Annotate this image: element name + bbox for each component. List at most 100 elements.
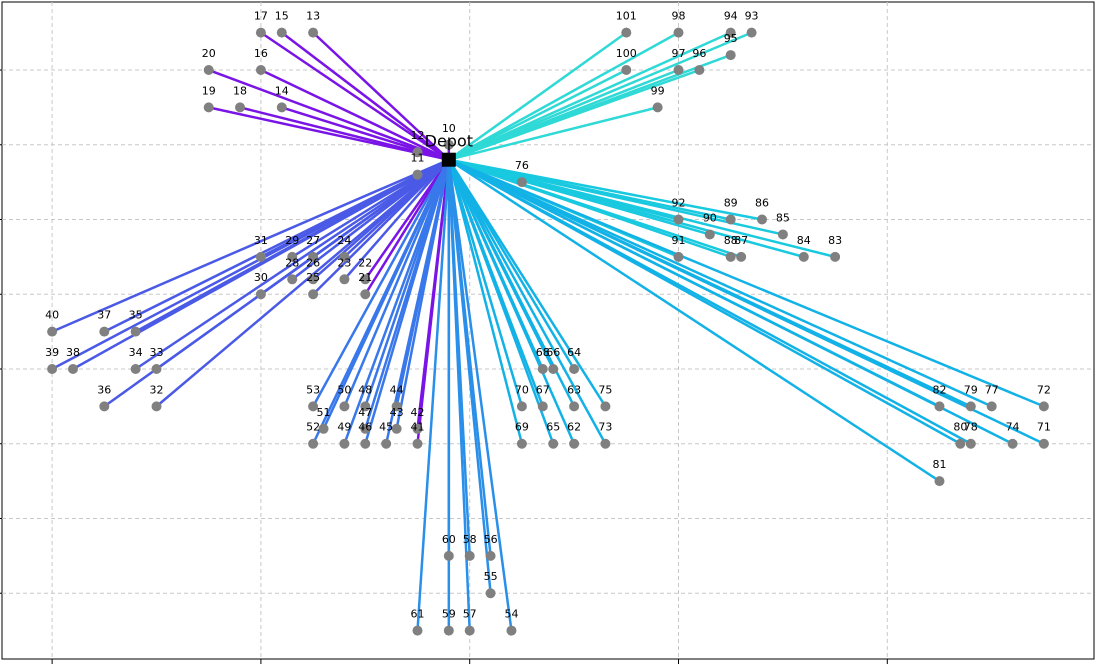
customer-node	[736, 251, 747, 262]
route-line	[448, 31, 753, 161]
customer-node	[537, 363, 548, 374]
route-line	[447, 159, 607, 408]
customer-node	[516, 438, 527, 449]
node-label: 60	[442, 533, 456, 546]
customer-node	[318, 423, 329, 434]
customer-node	[569, 401, 580, 412]
customer-node	[360, 401, 371, 412]
route-line	[51, 158, 450, 371]
node-label: 51	[317, 406, 331, 419]
node-label: 46	[358, 421, 372, 434]
node-label: 22	[358, 256, 372, 269]
node-label: 93	[745, 10, 759, 23]
route-line	[448, 158, 742, 259]
customer-node	[412, 147, 423, 158]
customer-node	[255, 27, 266, 38]
customer-node	[391, 401, 402, 412]
route-line	[447, 159, 555, 445]
route-line	[448, 158, 1045, 408]
customer-node	[694, 65, 705, 76]
customer-node	[673, 251, 684, 262]
node-label: 83	[828, 234, 842, 247]
customer-node	[1038, 401, 1049, 412]
route-line	[312, 158, 450, 296]
customer-node	[308, 27, 319, 38]
customer-node	[308, 289, 319, 300]
route-line	[448, 158, 993, 408]
route-line	[364, 159, 451, 445]
node-label: 13	[306, 10, 320, 23]
customer-node	[47, 326, 58, 337]
customer-node	[443, 550, 454, 561]
node-label: 47	[358, 406, 372, 419]
customer-node	[203, 65, 214, 76]
customer-node	[621, 27, 632, 38]
customer-node	[1007, 438, 1018, 449]
node-label: 87	[734, 234, 748, 247]
node-label: 28	[285, 256, 299, 269]
customer-node	[798, 251, 809, 262]
node-label: 80	[953, 421, 967, 434]
customer-node	[986, 401, 997, 412]
customer-node	[516, 177, 527, 188]
customer-node	[339, 274, 350, 285]
route-line	[448, 158, 972, 445]
customer-node	[777, 229, 788, 240]
customer-node	[673, 214, 684, 225]
node-label: 95	[724, 32, 738, 45]
route-line	[447, 159, 471, 631]
customer-node	[308, 274, 319, 285]
customer-node	[537, 401, 548, 412]
customer-node	[99, 326, 110, 337]
node-label: 98	[671, 10, 685, 23]
customer-node	[569, 363, 580, 374]
node-label: 29	[285, 234, 299, 247]
node-label: 42	[411, 406, 425, 419]
node-label: 24	[337, 234, 351, 247]
customer-node	[339, 438, 350, 449]
node-label: 72	[1037, 383, 1051, 396]
node-label: 32	[150, 383, 164, 396]
nodes: 17 15 13 20 16 19 18 14 12 10 11 22 21 42 41 101 98 94 93 1…	[45, 10, 1051, 636]
route-line	[155, 158, 450, 408]
customer-node	[276, 27, 287, 38]
depot-label: Depot	[425, 132, 473, 151]
node-label: 31	[254, 234, 268, 247]
node-label: 40	[45, 309, 59, 322]
customer-node	[506, 625, 517, 636]
customer-node	[955, 438, 966, 449]
route-line	[448, 158, 763, 221]
route-line	[416, 159, 451, 631]
customer-node	[934, 476, 945, 487]
customer-node	[360, 289, 371, 300]
customer-node	[516, 401, 527, 412]
customer-node	[151, 401, 162, 412]
customer-node	[548, 438, 559, 449]
route-line	[447, 159, 524, 407]
node-label: 69	[515, 421, 529, 434]
node-label: 27	[306, 234, 320, 247]
node-label: 55	[484, 570, 498, 583]
node-label: 82	[932, 383, 946, 396]
route-line	[51, 158, 450, 333]
node-label: 94	[724, 10, 738, 23]
route-line	[281, 31, 450, 161]
customer-node	[412, 423, 423, 434]
customer-node	[203, 102, 214, 113]
customer-node	[47, 363, 58, 374]
customer-node	[339, 251, 350, 262]
customer-node	[621, 65, 632, 76]
node-label: 58	[463, 533, 477, 546]
node-label: 65	[546, 421, 560, 434]
node-label: 12	[411, 129, 425, 142]
route-line	[260, 31, 450, 161]
route-line	[208, 68, 450, 161]
node-label: 79	[964, 383, 978, 396]
node-label: 25	[306, 271, 320, 284]
route-line	[384, 159, 451, 445]
customer-node	[412, 438, 423, 449]
customer-node	[569, 438, 580, 449]
route-line	[448, 158, 836, 259]
node-label: 100	[616, 47, 637, 60]
customer-node	[130, 363, 141, 374]
